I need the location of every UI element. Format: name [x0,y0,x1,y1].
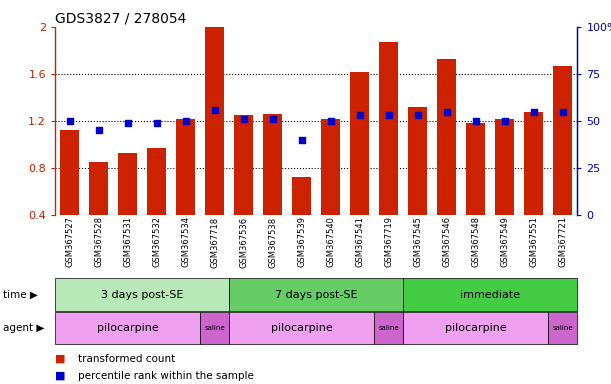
Text: transformed count: transformed count [78,354,175,364]
Point [297,137,307,143]
Bar [292,177,311,215]
Point [181,118,191,124]
Text: percentile rank within the sample: percentile rank within the sample [78,371,254,381]
Text: GDS3827 / 278054: GDS3827 / 278054 [55,12,186,25]
Bar [554,66,573,215]
Bar [234,115,253,215]
Text: ■: ■ [55,354,65,364]
Text: pilocarpine: pilocarpine [271,323,332,333]
Bar [147,148,166,215]
Point [413,112,423,118]
Point [326,118,335,124]
Point [384,112,393,118]
Bar [176,119,195,215]
Point [471,118,481,124]
Point [442,109,452,115]
Bar [89,162,108,215]
Bar [60,131,79,215]
Text: time ▶: time ▶ [3,290,38,300]
Point [152,120,161,126]
Bar [466,123,485,215]
Text: immediate: immediate [460,290,521,300]
Point [65,118,75,124]
Point [123,120,133,126]
Point [268,116,277,122]
Bar [350,71,369,215]
Bar [437,59,456,215]
Text: agent ▶: agent ▶ [3,323,45,333]
Bar [321,119,340,215]
Bar [496,119,514,215]
Text: 3 days post-SE: 3 days post-SE [101,290,183,300]
Point [210,107,219,113]
Point [93,127,103,134]
Text: saline: saline [204,325,225,331]
Bar [408,107,427,215]
Point [558,109,568,115]
Text: pilocarpine: pilocarpine [445,323,507,333]
Text: 7 days post-SE: 7 days post-SE [275,290,357,300]
Text: ■: ■ [55,371,65,381]
Text: saline: saline [552,325,573,331]
Text: pilocarpine: pilocarpine [97,323,158,333]
Point [500,118,510,124]
Bar [524,112,543,215]
Bar [379,42,398,215]
Bar [263,114,282,215]
Point [239,116,249,122]
Point [355,112,365,118]
Text: saline: saline [378,325,399,331]
Bar [118,153,137,215]
Point [529,109,539,115]
Bar [205,27,224,215]
